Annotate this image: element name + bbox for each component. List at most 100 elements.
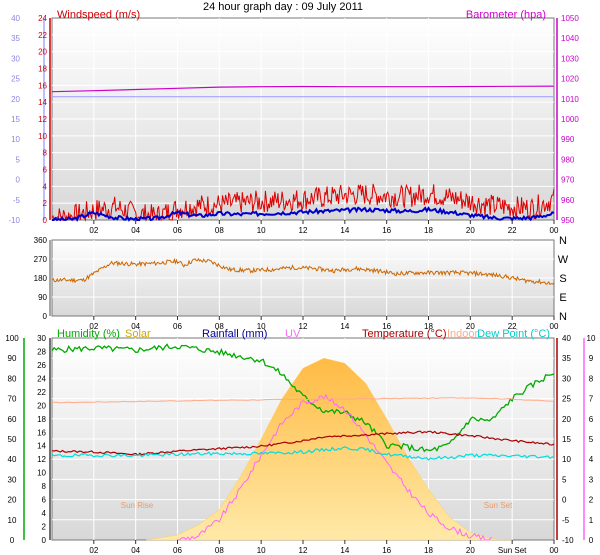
windspeed-tick: 6 <box>43 166 48 175</box>
compass-label: N <box>559 311 567 323</box>
barometer-tick: 1010 <box>561 95 579 104</box>
windspeed-series <box>51 183 555 222</box>
barometer-tick: 1050 <box>561 14 579 23</box>
windspeed-tick: 12 <box>38 115 47 124</box>
compass-label: N <box>559 235 567 247</box>
area-series <box>146 357 513 541</box>
compass-label: E <box>559 292 566 304</box>
outer-tick: 20 <box>11 95 20 104</box>
dir-xtick-label: 08 <box>215 322 224 331</box>
uv-tick: 9 <box>589 354 594 363</box>
right-temp-tick: 25 <box>562 395 571 404</box>
outer-tick: 15 <box>11 115 20 124</box>
wind-xtick-label: 12 <box>299 226 308 235</box>
temp-xtick-label: 20 <box>466 546 475 555</box>
wind-xtick-label: 08 <box>215 226 224 235</box>
temp-xtick-label: 00 <box>550 546 559 555</box>
temperature-tick: 18 <box>37 415 46 424</box>
humidity-tick: 60 <box>8 415 17 424</box>
uv-tick: 8 <box>589 374 594 383</box>
dir-xtick-label: 02 <box>89 322 98 331</box>
temperature-tick: 0 <box>42 536 47 545</box>
uv-tick: 7 <box>589 395 594 404</box>
temp-xtick-label: 16 <box>382 546 391 555</box>
right-temp-tick: 40 <box>562 334 571 343</box>
windspeed-tick: 2 <box>43 199 48 208</box>
windspeed-tick: 14 <box>38 98 47 107</box>
barometer-tick: 980 <box>561 155 575 164</box>
dir-xtick-label: 06 <box>173 322 182 331</box>
temperature-tick: 30 <box>37 334 46 343</box>
temp-xtick-label: 18 <box>424 546 433 555</box>
gust-series <box>52 206 555 222</box>
rainfall-header: Rainfall (mm) <box>202 328 267 340</box>
uv-header: UV <box>285 328 301 340</box>
temp-xtick-label: 06 <box>173 546 182 555</box>
outer-tick: 0 <box>16 176 21 185</box>
humidity-tick: 20 <box>8 496 17 505</box>
temperature-tick: 28 <box>37 347 46 356</box>
barometer-axis-title: Barometer (hpa) <box>466 9 546 21</box>
barometer-tick: 1000 <box>561 115 579 124</box>
temperature-tick: 6 <box>42 496 47 505</box>
solar-area <box>146 357 513 541</box>
windspeed-tick: 22 <box>38 31 47 40</box>
humidity-tick: 70 <box>8 395 17 404</box>
temp-xtick-label: 12 <box>299 546 308 555</box>
windspeed-tick: 10 <box>38 132 47 141</box>
outer-tick: 5 <box>16 155 21 164</box>
compass-label: W <box>558 254 569 266</box>
barometer-tick: 1020 <box>561 75 579 84</box>
outer-tick: -10 <box>8 216 20 225</box>
temperature-tick: 12 <box>37 455 46 464</box>
right-temp-tick: 20 <box>562 415 571 424</box>
uv-tick: 0 <box>589 536 594 545</box>
temp-xtick-label: 08 <box>215 546 224 555</box>
wind-xtick-label: 06 <box>173 226 182 235</box>
outer-tick: 35 <box>11 34 20 43</box>
right-temp-tick: 10 <box>562 455 571 464</box>
direction-tick: 90 <box>38 293 47 302</box>
humidity-series <box>51 343 555 453</box>
wind-xtick-label: 16 <box>382 226 391 235</box>
wind-xtick-label: 02 <box>89 226 98 235</box>
barometer-tick: 950 <box>561 216 575 225</box>
right-temp-tick: -5 <box>562 516 570 525</box>
dir-xtick-label: 16 <box>382 322 391 331</box>
temperature-header: Temperature (°C) <box>362 328 446 340</box>
temperature-tick: 26 <box>37 361 46 370</box>
outer-tick: -5 <box>13 196 21 205</box>
outer-tick: 40 <box>11 14 20 23</box>
humidity-tick: 100 <box>5 334 19 343</box>
temperature-tick: 22 <box>37 388 46 397</box>
windspeed-tick: 16 <box>38 81 47 90</box>
uv-tick: 2 <box>589 496 594 505</box>
wind-xtick-label: 10 <box>257 226 266 235</box>
humidity-header: Humidity (%) <box>57 328 120 340</box>
wind-xtick-label: 14 <box>340 226 349 235</box>
uv-tick: 10 <box>587 334 596 343</box>
outer-tick: 10 <box>11 135 20 144</box>
windspeed-tick: 4 <box>43 182 48 191</box>
right-temp-tick: 5 <box>562 475 567 484</box>
dir-xtick-label: 20 <box>466 322 475 331</box>
wind-xtick-label: 22 <box>508 226 517 235</box>
wind-xtick-label: 00 <box>550 226 559 235</box>
axis-ticks: 2422201816141210864204035302520151050-5-… <box>5 14 596 555</box>
wind-xtick-label: 04 <box>131 226 140 235</box>
page-title: 24 hour graph day : 09 July 2011 <box>203 1 363 13</box>
wind-xtick-label: 20 <box>466 226 475 235</box>
humidity-tick: 30 <box>8 475 17 484</box>
uv-tick: 3 <box>589 475 594 484</box>
uv-tick: 5 <box>589 435 594 444</box>
temp-xtick-label: Sun Set <box>498 546 527 555</box>
right-temp-tick: 15 <box>562 435 571 444</box>
line-series <box>51 85 555 541</box>
dir-xtick-label: 10 <box>257 322 266 331</box>
temperature-tick: 14 <box>37 442 46 451</box>
temperature-tick: 20 <box>37 401 46 410</box>
windspeed-tick: 8 <box>43 149 48 158</box>
dir-xtick-label: 00 <box>550 322 559 331</box>
sunset-annotation: Sun Set <box>484 501 513 510</box>
